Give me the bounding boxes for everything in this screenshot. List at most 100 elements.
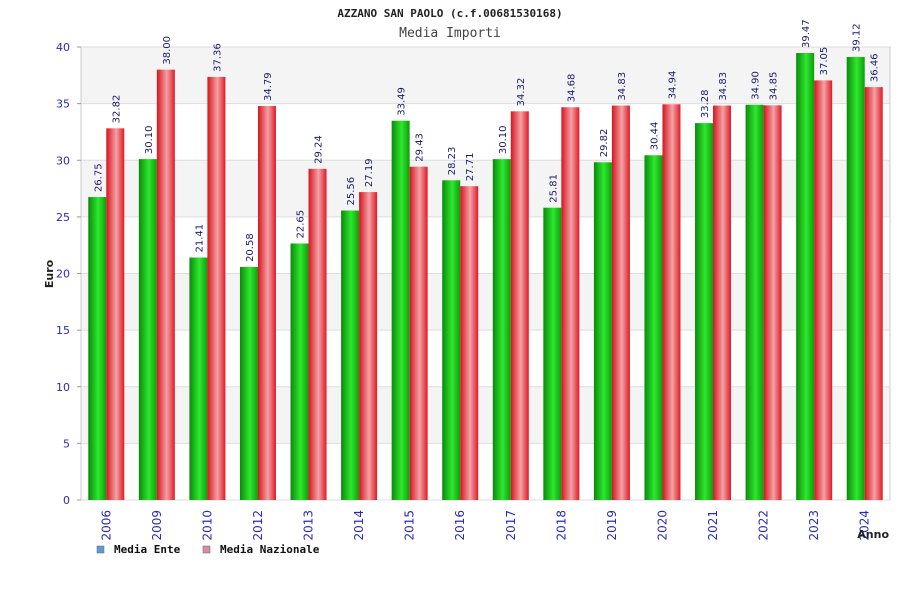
bar-media-ente-2022 <box>745 104 764 500</box>
bar-media-ente-2009 <box>138 159 157 500</box>
y-tick-label: 5 <box>63 437 70 450</box>
x-tick-label: 2013 <box>302 510 316 541</box>
bar-media-nazionale-2022 <box>763 105 782 500</box>
data-label: 26.75 <box>93 163 104 192</box>
bar-media-ente-2012 <box>239 266 258 500</box>
data-label: 22.65 <box>296 210 307 239</box>
x-tick-label: 2015 <box>403 510 417 541</box>
x-axis-label: Anno <box>857 528 889 541</box>
data-labels: 26.75 32.82 30.10 38.00 21.41 37.36 20.58 34.79… <box>93 19 880 262</box>
legend-label: Media Nazionale <box>220 543 320 556</box>
legend-label: Media Ente <box>114 543 181 556</box>
x-tick-label: 2020 <box>655 510 669 541</box>
data-label: 34.68 <box>566 74 577 103</box>
data-label: 33.49 <box>397 87 408 116</box>
y-tick-label: 30 <box>56 154 70 167</box>
bar-media-nazionale-2016 <box>460 186 479 500</box>
x-tick-label: 2009 <box>150 510 164 541</box>
bar-media-ente-2024 <box>846 56 865 500</box>
chart-title: AZZANO SAN PAOLO (c.f.00681530168) <box>337 7 562 20</box>
data-label: 25.56 <box>346 177 357 206</box>
data-label: 30.10 <box>144 125 155 154</box>
y-tick-label: 35 <box>56 98 70 111</box>
y-tick-label: 20 <box>56 268 70 281</box>
legend-swatch <box>96 545 105 554</box>
data-label: 38.00 <box>162 36 173 65</box>
bar-media-ente-2020 <box>644 155 663 500</box>
data-label: 25.81 <box>548 174 559 203</box>
data-label: 21.41 <box>194 224 205 253</box>
bar-media-ente-2018 <box>543 207 562 500</box>
bar-media-nazionale-2017 <box>510 111 529 501</box>
x-tick-label: 2023 <box>807 510 821 541</box>
bar-media-nazionale-2019 <box>611 105 630 501</box>
bar-media-ente-2006 <box>88 197 107 500</box>
y-tick-label: 40 <box>56 41 70 54</box>
bar-media-ente-2010 <box>189 257 208 500</box>
x-tick-label: 2021 <box>706 510 720 541</box>
data-label: 28.23 <box>447 147 458 176</box>
data-label: 29.24 <box>314 135 325 164</box>
bar-media-ente-2023 <box>796 53 815 500</box>
x-tick-label: 2018 <box>554 510 568 541</box>
data-label: 34.85 <box>769 72 780 101</box>
x-tick-label: 2010 <box>200 510 214 541</box>
x-tick-label: 2022 <box>757 510 771 541</box>
data-label: 37.36 <box>212 43 223 72</box>
data-label: 29.43 <box>415 133 426 162</box>
legend: Media Ente Media Nazionale <box>96 543 320 556</box>
data-label: 34.79 <box>263 72 274 101</box>
data-label: 34.90 <box>751 71 762 100</box>
x-tick-label: 2019 <box>605 510 619 541</box>
data-label: 30.10 <box>498 125 509 154</box>
y-tick-label: 10 <box>56 381 70 394</box>
data-label: 39.12 <box>852 23 863 52</box>
bar-media-ente-2017 <box>492 159 511 500</box>
x-tick-label: 2016 <box>453 510 467 541</box>
data-label: 34.83 <box>718 72 729 101</box>
x-tick-label: 2014 <box>352 510 366 541</box>
data-label: 36.46 <box>870 53 881 82</box>
bar-media-ente-2013 <box>290 243 309 500</box>
y-tick-label: 25 <box>56 211 70 224</box>
data-label: 29.82 <box>599 129 610 158</box>
data-label: 27.19 <box>364 158 375 187</box>
y-tick-label: 0 <box>63 494 70 507</box>
data-label: 39.47 <box>801 19 812 48</box>
bar-media-ente-2019 <box>593 162 612 500</box>
data-label: 37.05 <box>819 47 830 76</box>
bar-media-nazionale-2024 <box>864 87 883 500</box>
x-tick-label: 2024 <box>858 510 872 541</box>
bar-media-ente-2015 <box>391 120 410 500</box>
legend-swatch <box>202 545 211 554</box>
bar-media-nazionale-2023 <box>814 80 833 500</box>
bar-media-nazionale-2014 <box>359 192 378 501</box>
bar-media-nazionale-2020 <box>662 104 681 500</box>
bar-media-ente-2016 <box>442 180 461 500</box>
x-axis-ticks: 2006 2009 2010 2012 2013 2014 2015 2016 2017 2018… <box>99 510 871 541</box>
data-label: 32.82 <box>111 95 122 124</box>
y-tick-label: 15 <box>56 324 70 337</box>
data-label: 34.83 <box>617 72 628 101</box>
chart-subtitle: Media Importi <box>399 26 501 41</box>
bar-media-ente-2021 <box>695 123 714 500</box>
bar-media-nazionale-2012 <box>257 106 276 501</box>
bar-media-nazionale-2010 <box>207 76 226 500</box>
bar-media-ente-2014 <box>341 210 360 500</box>
bar-media-nazionale-2021 <box>713 105 732 501</box>
y-axis-ticks: 0 5 10 15 20 25 30 35 40 <box>56 41 81 507</box>
bar-media-nazionale-2015 <box>409 166 428 500</box>
bar-media-nazionale-2013 <box>308 168 327 500</box>
bar-media-nazionale-2018 <box>561 107 580 501</box>
bar-media-nazionale-2006 <box>106 128 125 500</box>
data-label: 30.44 <box>649 122 660 151</box>
data-label: 33.28 <box>700 89 711 118</box>
data-label: 34.32 <box>516 78 527 107</box>
bars <box>88 53 883 501</box>
bar-media-nazionale-2009 <box>156 69 175 501</box>
data-label: 20.58 <box>245 233 256 262</box>
x-tick-label: 2012 <box>251 510 265 541</box>
y-axis-label: Euro <box>43 259 56 288</box>
data-label: 34.94 <box>667 71 678 100</box>
